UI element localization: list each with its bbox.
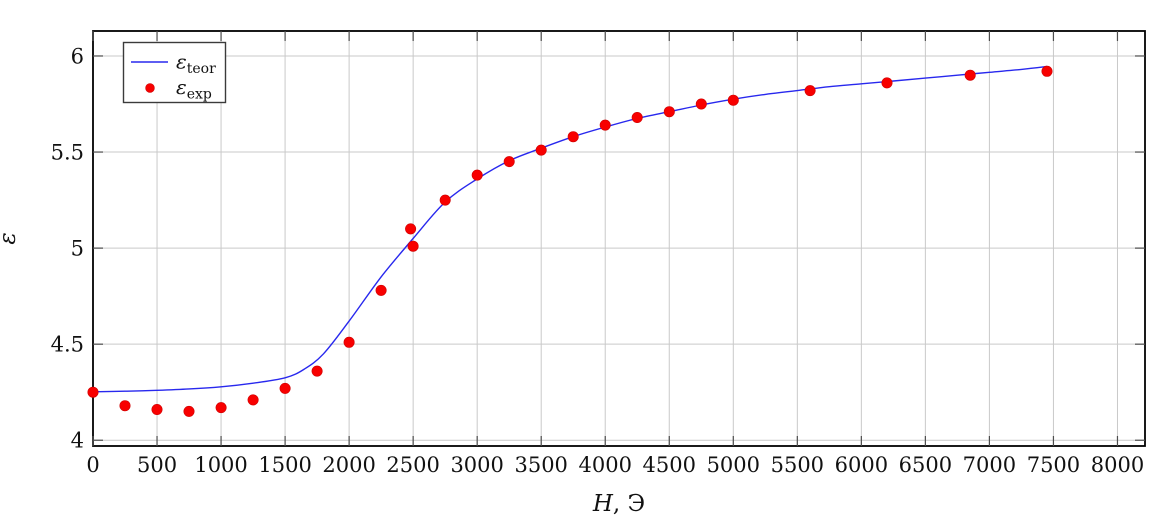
y-tick-labels: 4 4.5 5 5.5 6 [51, 44, 84, 452]
exp-point [119, 400, 131, 412]
exp-point [695, 98, 707, 110]
exp-points [87, 65, 1053, 417]
exp-point [151, 403, 163, 415]
legend-label: εteor [176, 50, 216, 78]
exp-point [375, 284, 387, 296]
x-tick-label: 0 [86, 453, 99, 477]
exp-point [439, 194, 451, 206]
y-tick-label: 6 [71, 44, 84, 68]
exp-point [804, 85, 816, 97]
x-tick-label: 2000 [322, 453, 375, 477]
exp-point [535, 144, 547, 156]
x-tick-label: 500 [137, 453, 177, 477]
y-tick-label: 5.5 [51, 141, 84, 165]
x-tick-label: 7000 [963, 453, 1016, 477]
x-tick-labels: 0 500 1000 1500 2000 2500 3000 3500 4000 4500 5000… [86, 453, 1144, 477]
exp-point [183, 405, 195, 417]
y-tick-label: 5 [71, 237, 84, 261]
tick-marks [92, 31, 1145, 446]
x-tick-label: 6500 [899, 453, 952, 477]
exp-point [964, 69, 976, 81]
exp-point [247, 394, 259, 406]
exp-point [407, 240, 419, 252]
legend-box [122, 41, 227, 104]
y-axis-label: ε [0, 232, 21, 244]
exp-point [279, 382, 291, 394]
legend-dot-sample [145, 83, 155, 93]
exp-point [215, 402, 227, 414]
x-tick-label: 4000 [579, 453, 632, 477]
exp-point [567, 131, 579, 143]
exp-point [311, 365, 323, 377]
x-tick-label: 3000 [450, 453, 503, 477]
exp-point [727, 94, 739, 106]
exp-point [87, 386, 99, 398]
exp-point [631, 112, 643, 124]
exp-point [471, 169, 483, 181]
legend-label: εexp [176, 75, 212, 103]
exp-point [881, 77, 893, 89]
x-tick-label: 4500 [643, 453, 696, 477]
y-tick-label: 4.5 [51, 333, 84, 357]
x-tick-label: 8000 [1091, 453, 1144, 477]
exp-point [343, 336, 355, 348]
y-tick-label: 4 [71, 429, 84, 453]
x-tick-label: 7500 [1027, 453, 1080, 477]
exp-point [503, 156, 515, 168]
exp-point [1041, 65, 1053, 77]
exp-point [663, 106, 675, 118]
x-tick-label: 5000 [707, 453, 760, 477]
x-tick-label: 5500 [771, 453, 824, 477]
exp-point [599, 119, 611, 131]
x-tick-label: 6000 [835, 453, 888, 477]
exp-point [405, 223, 417, 235]
x-tick-label: 1500 [258, 453, 311, 477]
x-tick-label: 1000 [194, 453, 247, 477]
plot-frame [92, 30, 1146, 447]
x-axis-label: H, Э [592, 491, 645, 517]
x-tick-label: 2500 [386, 453, 439, 477]
x-tick-label: 3500 [514, 453, 567, 477]
teor-curve [92, 65, 1048, 393]
